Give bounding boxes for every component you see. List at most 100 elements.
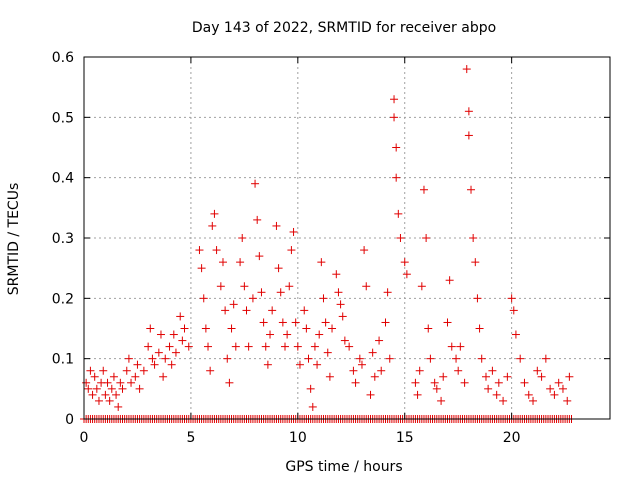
- data-point: [112, 390, 121, 399]
- data-point: [357, 360, 366, 369]
- data-point: [426, 354, 435, 363]
- data-point: [221, 306, 230, 315]
- data-point: [381, 318, 390, 327]
- data-point: [210, 209, 219, 218]
- data-point: [274, 264, 283, 273]
- data-point: [116, 378, 125, 387]
- data-point: [481, 372, 490, 381]
- x-tick-label: 15: [396, 430, 414, 446]
- data-point: [171, 348, 180, 357]
- data-point: [124, 354, 133, 363]
- data-point: [402, 270, 411, 279]
- data-point: [238, 234, 247, 242]
- data-point: [419, 185, 428, 194]
- axes-layer: 0 0.1 0.2 0.3 0.4 0.5 0.6 0 5 10 15 20: [52, 50, 611, 446]
- data-point: [524, 390, 533, 399]
- data-point: [253, 215, 262, 224]
- data-point: [565, 372, 574, 381]
- data-point: [280, 342, 289, 351]
- data-point: [240, 282, 249, 291]
- data-point: [355, 354, 364, 363]
- data-point: [287, 246, 296, 255]
- data-point: [360, 246, 369, 255]
- data-point: [278, 318, 287, 327]
- data-point: [131, 372, 140, 381]
- data-point: [285, 282, 294, 291]
- data-point: [223, 354, 232, 363]
- data-point: [430, 378, 439, 387]
- data-point: [216, 282, 225, 291]
- y-tick-label: 0.6: [52, 50, 74, 66]
- data-point: [464, 131, 473, 140]
- data-point: [546, 384, 555, 393]
- y-tick-label: 0.2: [52, 291, 74, 307]
- data-point: [439, 372, 448, 381]
- data-point: [351, 378, 360, 387]
- data-point: [368, 348, 377, 357]
- y-tick-label: 0: [65, 412, 74, 428]
- grid-layer: [84, 57, 610, 419]
- data-point: [394, 209, 403, 218]
- data-point: [533, 366, 542, 375]
- data-point: [302, 324, 311, 333]
- data-point: [229, 300, 238, 309]
- data-point: [464, 107, 473, 116]
- data-point: [225, 378, 234, 387]
- data-point: [511, 330, 520, 339]
- data-point: [251, 179, 260, 188]
- data-point: [328, 324, 337, 333]
- data-point: [550, 390, 559, 399]
- data-point: [396, 234, 405, 242]
- data-point: [437, 396, 446, 405]
- data-point: [139, 366, 148, 375]
- data-point: [432, 384, 441, 393]
- data-point: [114, 402, 123, 411]
- data-point: [118, 384, 127, 393]
- data-point: [105, 396, 114, 405]
- data-point: [319, 294, 328, 303]
- data-point: [484, 384, 493, 393]
- data-point: [133, 360, 142, 369]
- data-point: [154, 348, 163, 357]
- data-point: [467, 185, 476, 194]
- data-point: [452, 354, 461, 363]
- data-point: [101, 390, 110, 399]
- x-tick-label: 0: [80, 430, 89, 446]
- data-point: [82, 378, 91, 387]
- data-point: [293, 342, 302, 351]
- data-point: [334, 288, 343, 297]
- data-point: [84, 384, 93, 393]
- data-point: [197, 264, 206, 273]
- data-point: [103, 378, 112, 387]
- data-point: [165, 342, 174, 351]
- data-point: [263, 360, 272, 369]
- y-tick-label: 0.5: [52, 110, 74, 126]
- data-point: [503, 372, 512, 381]
- data-point: [144, 342, 153, 351]
- data-point: [204, 342, 213, 351]
- data-point: [422, 234, 431, 242]
- data-point: [492, 390, 501, 399]
- data-point: [236, 258, 245, 267]
- data-point: [541, 354, 550, 363]
- data-point: [563, 396, 572, 405]
- data-point: [413, 390, 422, 399]
- data-point: [494, 378, 503, 387]
- y-axis-label: SRMTID / TECUs: [6, 183, 22, 296]
- data-point: [336, 300, 345, 309]
- data-point: [424, 324, 433, 333]
- data-point: [349, 366, 358, 375]
- data-point: [332, 270, 341, 279]
- data-point: [323, 348, 332, 357]
- data-point: [462, 65, 471, 74]
- data-point: [99, 366, 108, 375]
- data-point: [304, 354, 313, 363]
- data-point: [92, 384, 101, 393]
- chart-title: Day 143 of 2022, SRMTID for receiver abp…: [192, 20, 496, 36]
- data-point: [180, 324, 189, 333]
- data-point: [488, 366, 497, 375]
- data-point: [90, 372, 99, 381]
- data-point: [392, 143, 401, 152]
- data-point: [507, 294, 516, 303]
